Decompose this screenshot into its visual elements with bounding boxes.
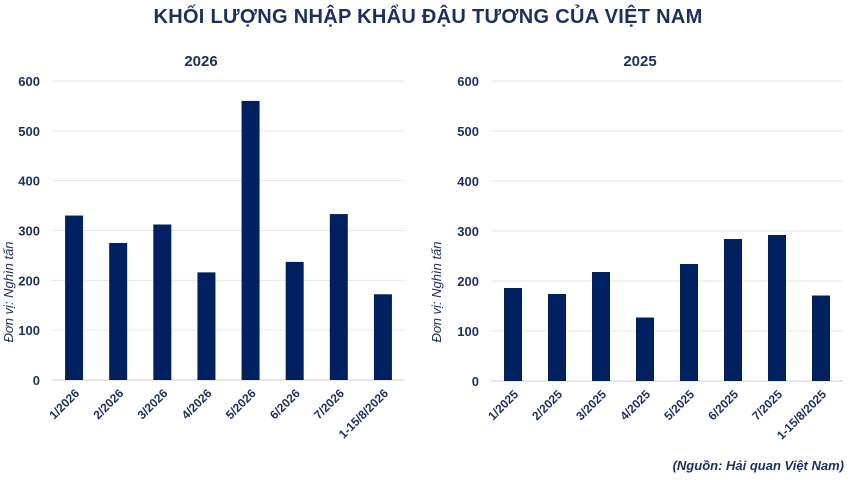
source-note: (Nguồn: Hải quan Việt Nam) bbox=[672, 458, 844, 473]
bar bbox=[285, 261, 304, 380]
bar bbox=[197, 272, 216, 380]
y-tick-label: 0 bbox=[33, 373, 40, 388]
x-tick-label: 2/2026 bbox=[90, 386, 126, 422]
bar bbox=[65, 215, 84, 380]
y-tick-label: 600 bbox=[457, 74, 479, 89]
x-tick-label: 7/2025 bbox=[749, 387, 785, 423]
x-tick-label: 3/2026 bbox=[135, 386, 171, 422]
x-tick-label: 6/2026 bbox=[267, 386, 303, 422]
y-tick-label: 400 bbox=[18, 174, 40, 189]
bar bbox=[724, 239, 742, 381]
x-tick-label: 6/2025 bbox=[705, 387, 741, 423]
bar bbox=[241, 100, 260, 380]
x-tick-label: 5/2025 bbox=[661, 387, 697, 423]
y-tick-label: 400 bbox=[457, 174, 479, 189]
x-tick-label: 1/2025 bbox=[485, 387, 521, 423]
x-tick-label: 3/2025 bbox=[573, 387, 609, 423]
chart-2025: 2025 Đơn vị: Nghìn tấn 0 100 200 300 400 500 6… bbox=[429, 53, 843, 442]
x-tick-label: 4/2026 bbox=[179, 386, 215, 422]
bar bbox=[109, 242, 128, 380]
y-tick-label: 300 bbox=[457, 224, 479, 239]
y-axis-label: Đơn vị: Nghìn tấn bbox=[429, 241, 444, 342]
bar bbox=[592, 272, 610, 381]
x-tick-label: 4/2025 bbox=[617, 387, 653, 423]
y-tick-label: 100 bbox=[457, 324, 479, 339]
y-tick-label: 200 bbox=[18, 273, 40, 288]
y-tick-label: 100 bbox=[18, 323, 40, 338]
x-tick-label: 1/2026 bbox=[46, 386, 82, 422]
bar bbox=[504, 288, 522, 381]
bar bbox=[680, 264, 698, 381]
plot-area: 0 100 200 300 400 500 600 1/2025 2/2025 3/2025 4/2… bbox=[457, 74, 843, 442]
chart-title: 2026 bbox=[184, 53, 217, 70]
bar bbox=[329, 214, 348, 380]
x-tick-label: 7/2026 bbox=[311, 386, 347, 422]
y-tick-label: 200 bbox=[457, 274, 479, 289]
plot-area: 0 100 200 300 400 500 600 1/2026 2/2026 3/2026 4/2… bbox=[18, 74, 405, 441]
bar bbox=[153, 224, 172, 380]
bar bbox=[768, 235, 786, 381]
main-title: KHỐI LƯỢNG NHẬP KHẨU ĐẬU TƯƠNG CỦA VIỆT … bbox=[153, 6, 703, 28]
bar bbox=[636, 317, 654, 381]
bar bbox=[548, 294, 566, 381]
bar bbox=[373, 294, 392, 380]
y-tick-label: 0 bbox=[472, 374, 479, 389]
chart-title: 2025 bbox=[623, 53, 656, 70]
x-tick-label: 2/2025 bbox=[529, 387, 565, 423]
y-tick-label: 500 bbox=[457, 124, 479, 139]
x-tick-label: 5/2026 bbox=[223, 386, 259, 422]
y-axis-label: Đơn vị: Nghìn tấn bbox=[1, 241, 16, 342]
bar bbox=[812, 295, 830, 381]
y-tick-label: 600 bbox=[18, 74, 40, 89]
chart-2026: 2026 Đơn vị: Nghìn tấn 0 100 200 300 400 500 6… bbox=[1, 53, 405, 441]
y-tick-label: 300 bbox=[18, 224, 40, 239]
y-tick-label: 500 bbox=[18, 124, 40, 139]
